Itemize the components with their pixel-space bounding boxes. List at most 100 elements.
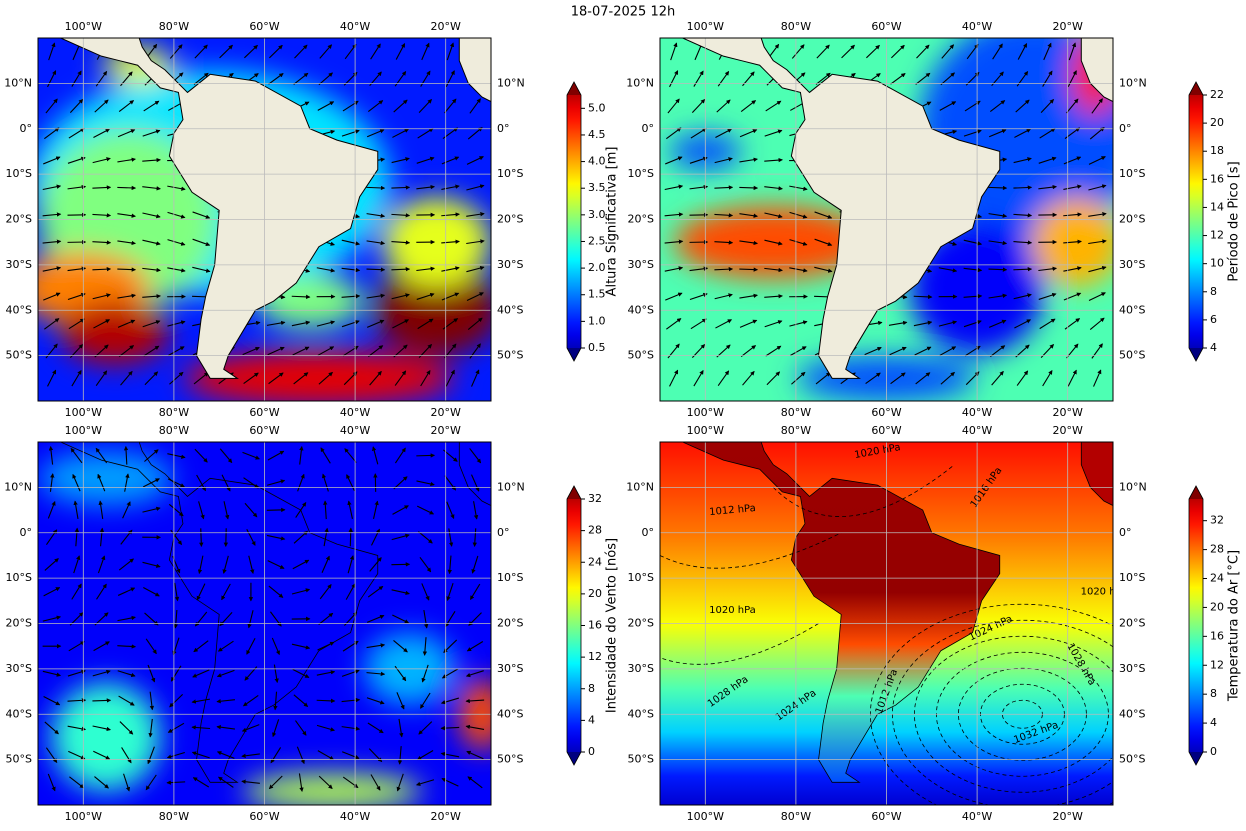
lon-tick-label: 100°W: [65, 810, 102, 823]
lat-tick-label: 20°S: [1119, 617, 1145, 630]
colorbar-tick-label: 12: [1210, 658, 1224, 671]
lon-tick-label: 20°W: [1053, 424, 1083, 437]
lat-tick-label: 50°S: [6, 349, 32, 362]
arrow: [117, 187, 135, 188]
lon-tick-label: 40°W: [340, 424, 370, 437]
lat-tick-label: 40°S: [6, 303, 32, 316]
lat-tick-label: 50°S: [497, 753, 523, 766]
lon-tick-label: 100°W: [687, 406, 724, 419]
lat-tick-label: 0°: [642, 526, 655, 539]
lat-tick-label: 30°S: [628, 258, 654, 271]
arrow: [267, 510, 285, 511]
colorbar-tick-label: 4: [1210, 341, 1217, 354]
colorbar-tick-label: 16: [1210, 629, 1224, 642]
arrow: [988, 187, 1006, 188]
colorbar-tick-label: 4: [588, 713, 595, 726]
lat-tick-label: 10°N: [1119, 480, 1147, 493]
lon-tick-label: 40°W: [340, 406, 370, 419]
colorbar-tick-label: 1.5: [588, 288, 606, 301]
arrow: [416, 455, 434, 456]
lon-tick-label: 80°W: [159, 406, 189, 419]
colorbar-tick-label: 20: [1210, 116, 1224, 129]
lat-tick-label: 50°S: [628, 753, 654, 766]
lon-tick-label: 80°W: [159, 424, 189, 437]
lon-tick-label: 80°W: [159, 810, 189, 823]
lat-tick-label: 40°S: [497, 707, 523, 720]
lat-tick-label: 10°N: [4, 76, 32, 89]
lat-tick-label: 50°S: [628, 349, 654, 362]
lat-tick-label: 10°S: [497, 571, 523, 584]
map-panel: [660, 16, 1144, 401]
colorbar-tick-label: 32: [588, 492, 602, 505]
lon-tick-label: 40°W: [962, 810, 992, 823]
arrow: [1013, 269, 1031, 270]
colorbar-extend: [567, 752, 581, 765]
colorbar-tick-label: 28: [588, 524, 602, 537]
colorbar-tick-label: 28: [1210, 543, 1224, 556]
lat-tick-label: 50°S: [497, 349, 523, 362]
lat-tick-label: 40°S: [628, 707, 654, 720]
lat-tick-label: 10°N: [497, 480, 525, 493]
field-blob: [242, 773, 422, 809]
colorbar-tick-label: 1.0: [588, 314, 606, 327]
arrow: [739, 269, 757, 270]
lon-tick-label: 60°W: [871, 810, 901, 823]
colorbar-extend: [1189, 82, 1203, 95]
lat-tick-label: 20°S: [497, 213, 523, 226]
lon-tick-label: 60°W: [871, 424, 901, 437]
contour-label: 1020 hPa: [1081, 587, 1128, 598]
colorbar-tick-label: 3.5: [588, 181, 606, 194]
colorbar-tick-label: 16: [588, 619, 602, 632]
lat-tick-label: 50°S: [1119, 349, 1145, 362]
colorbar-tick-label: 22: [1210, 88, 1224, 101]
lon-tick-label: 20°W: [1053, 406, 1083, 419]
lon-tick-label: 40°W: [962, 406, 992, 419]
field-blob: [61, 301, 169, 364]
colorbar-tick-label: 4.5: [588, 128, 606, 141]
map-panel: [16, 33, 500, 405]
colorbar-tick-label: 0: [588, 745, 595, 758]
lat-tick-label: 20°S: [6, 617, 32, 630]
lat-tick-label: 10°S: [6, 571, 32, 584]
lon-tick-label: 80°W: [781, 406, 811, 419]
colorbar-extend: [567, 82, 581, 95]
lat-tick-label: 10°N: [626, 480, 654, 493]
lat-tick-label: 0°: [1119, 122, 1132, 135]
colorbar-tick-label: 16: [1210, 172, 1224, 185]
colorbar-tick-label: 8: [1210, 687, 1217, 700]
arrow: [117, 269, 135, 270]
colorbar-tick-label: 8: [1210, 285, 1217, 298]
arrow: [201, 528, 202, 546]
lat-tick-label: 10°S: [628, 571, 654, 584]
arrow: [391, 269, 409, 270]
colorbar-tick-label: 4: [1210, 716, 1217, 729]
colorbar-tick-label: 3.0: [588, 208, 606, 221]
colorbar: [567, 499, 581, 752]
lon-tick-label: 60°W: [249, 810, 279, 823]
lat-tick-label: 0°: [20, 526, 33, 539]
colorbar-label: Temperatura do Ar [°C]: [1227, 550, 1242, 702]
lon-tick-label: 40°W: [962, 424, 992, 437]
lat-tick-label: 10°S: [1119, 571, 1145, 584]
lat-tick-label: 40°S: [628, 303, 654, 316]
lat-tick-label: 30°S: [628, 662, 654, 675]
arrow: [350, 528, 351, 546]
lat-tick-label: 20°S: [6, 213, 32, 226]
lon-tick-label: 20°W: [1053, 810, 1083, 823]
colorbar-extend: [567, 348, 581, 361]
field-blob: [52, 683, 160, 791]
colorbar-tick-label: 18: [1210, 144, 1224, 157]
lat-tick-label: 30°S: [1119, 258, 1145, 271]
colorbar-extend: [567, 486, 581, 499]
lon-tick-label: 100°W: [65, 424, 102, 437]
lat-tick-label: 10°N: [497, 76, 525, 89]
colorbar-label: Intensidade do Vento [nós]: [605, 538, 620, 713]
figure-title: 18-07-2025 12h: [571, 5, 675, 20]
lat-tick-label: 10°S: [1119, 167, 1145, 180]
colorbar-label: Período de Pico [s]: [1227, 161, 1242, 281]
lon-tick-label: 80°W: [781, 20, 811, 33]
arrow: [317, 700, 335, 701]
arrow: [391, 187, 409, 188]
lat-tick-label: 30°S: [497, 258, 523, 271]
